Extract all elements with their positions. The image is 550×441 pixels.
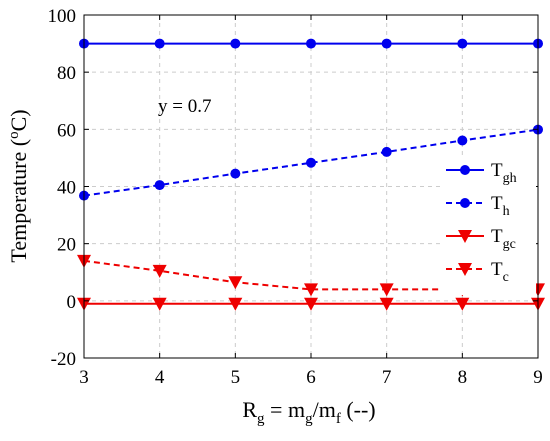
legend-label: Tc: [491, 259, 509, 285]
data-point: [154, 38, 165, 49]
data-point: [379, 297, 394, 311]
x-axis-label-sub: g: [257, 411, 265, 427]
x-tick-label: 6: [306, 367, 316, 388]
legend-label: Tgh: [491, 160, 517, 186]
x-axis-label-sub: g: [305, 411, 313, 427]
data-point: [230, 168, 241, 179]
data-point: [379, 283, 394, 297]
legend-item: Th: [446, 193, 510, 219]
data-point: [457, 135, 468, 146]
x-axis-label-part: /m: [313, 397, 336, 422]
data-point: [306, 157, 316, 168]
data-point: [381, 146, 392, 157]
y-axis-label: Temperature (oC): [6, 109, 31, 262]
y-tick-label: 80: [57, 63, 76, 84]
legend-label-main: T: [491, 259, 503, 280]
data-point: [230, 38, 241, 49]
x-tick-label: 5: [231, 367, 241, 388]
data-point: [457, 38, 468, 49]
y-axis-label-part: Temperature (: [6, 139, 31, 263]
y-tick-label: 0: [67, 292, 77, 313]
legend-label: Tgc: [491, 226, 516, 252]
legend-label-main: T: [491, 226, 503, 247]
legend-marker: [458, 263, 472, 276]
legend-label-sub: gc: [503, 237, 516, 252]
legend-label-main: T: [491, 193, 503, 214]
tick-labels: 3 4 5 6 7 8 9 -20 0 20 40 60 80 100: [48, 6, 543, 388]
y-axis-label-part: C): [6, 109, 31, 131]
data-point: [455, 297, 470, 311]
x-axis-label-sub: f: [336, 411, 341, 427]
legend-item: Tc: [446, 259, 509, 285]
x-axis-label-part: (--): [341, 397, 376, 422]
legend-marker: [460, 198, 470, 208]
x-tick-label: 7: [382, 367, 392, 388]
x-tick-label: 4: [155, 367, 165, 388]
y-tick-label: 20: [57, 235, 76, 256]
data-point: [154, 180, 165, 191]
x-tick-label: 3: [79, 367, 89, 388]
legend-label-sub: c: [503, 270, 509, 285]
legend-label-sub: h: [503, 204, 510, 219]
x-tick-label: 9: [533, 367, 543, 388]
y-tick-label: 60: [57, 120, 76, 141]
legend-item: Tgc: [446, 226, 516, 252]
x-tick-label: 8: [458, 367, 468, 388]
legend-label-sub: gh: [503, 171, 517, 186]
legend-item: Tgh: [446, 160, 517, 186]
y-tick-label: -20: [51, 349, 76, 370]
x-axis-label: Rg = mg/mf (--): [242, 397, 375, 427]
legend-marker: [458, 230, 472, 243]
x-axis-label-part: R: [242, 397, 257, 422]
x-axis-label-part: = m: [265, 397, 306, 422]
data-point: [228, 276, 243, 290]
data-point: [381, 38, 392, 49]
legend-label: Th: [491, 193, 510, 219]
data-point: [152, 264, 167, 278]
data-point: [304, 297, 318, 311]
y-tick-label: 40: [57, 178, 76, 199]
data-point: [304, 283, 318, 297]
series-gh: [79, 38, 543, 49]
y-axis-label-sup: o: [6, 131, 22, 139]
annotation-text: y = 0.7: [158, 96, 211, 117]
data-point: [228, 297, 243, 311]
legend-box: [440, 155, 536, 295]
data-point: [152, 297, 167, 311]
legend-label-main: T: [491, 160, 503, 181]
y-tick-label: 100: [48, 6, 77, 27]
legend-marker: [460, 165, 470, 175]
data-point: [306, 38, 316, 49]
